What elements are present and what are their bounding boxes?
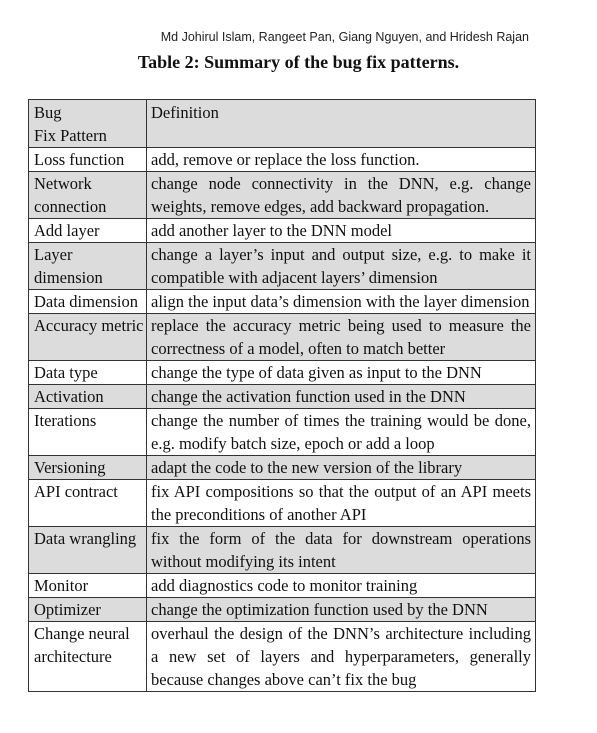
table-row: Data type change the type of data given a… (28, 360, 536, 385)
table-caption: Table 2: Summary of the bug fix patterns… (137, 52, 460, 72)
definition-cell: change node connectivity in the DNN, e.g… (146, 171, 536, 219)
bug-fix-pattern-cell: Data wrangling (28, 526, 147, 574)
header-definition: Definition (146, 99, 536, 148)
table-row: Data dimension align the input data’s dim… (28, 289, 536, 314)
bug-fix-pattern-cell: Optimizer (28, 597, 147, 622)
table-row: Monitor add diagnostics code to monitor t… (28, 573, 536, 598)
header-col1-line1: Bug (34, 103, 62, 122)
definition-cell: change a layer’s input and output size, … (146, 242, 536, 290)
bug-fix-pattern-cell: Loss function (28, 147, 147, 172)
table-row: Change neural architecture overhaul the d… (28, 621, 536, 692)
bug-fix-pattern-cell: Data dimension (28, 289, 147, 314)
bug-fix-pattern-cell: Accuracy metric (28, 313, 147, 361)
bug-fix-pattern-cell: Iterations (28, 408, 147, 456)
definition-cell: change the activation function used in t… (146, 384, 536, 409)
bug-fix-pattern-cell: Data type (28, 360, 147, 385)
bug-fix-pattern-cell: Add layer (28, 218, 147, 243)
table-row: API contract fix API compositions so that… (28, 479, 536, 527)
header-col1-line2: Fix Pattern (34, 126, 107, 145)
bug-fix-pattern-cell: API contract (28, 479, 147, 527)
table-row: Accuracy metric replace the accuracy metr… (28, 313, 536, 361)
bug-fix-pattern-cell: Network connection (28, 171, 147, 219)
bug-fix-pattern-cell: Layer dimension (28, 242, 147, 290)
definition-cell: fix API compositions so that the output … (146, 479, 536, 527)
definition-cell: overhaul the design of the DNN’s archite… (146, 621, 536, 692)
bug-fix-pattern-cell: Versioning (28, 455, 147, 480)
bug-fix-pattern-cell: Monitor (28, 573, 147, 598)
running-header: Md Johirul Islam, Rangeet Pan, Giang Ngu… (160, 30, 529, 44)
table-row: Add layer add another layer to the DNN mo… (28, 218, 536, 243)
definition-cell: replace the accuracy metric being used t… (146, 313, 536, 361)
definition-cell: add diagnostics code to monitor training (146, 573, 536, 598)
table-row: Layer dimension change a layer’s input an… (28, 242, 536, 290)
header-bug-fix-pattern: Bug Fix Pattern (28, 99, 147, 148)
definition-cell: change the optimization function used by… (146, 597, 536, 622)
table-row: Iterations change the number of times the… (28, 408, 536, 456)
definition-cell: align the input data’s dimension with th… (146, 289, 536, 314)
table-header-row: Bug Fix Pattern Definition (28, 99, 536, 148)
definition-cell: change the type of data given as input t… (146, 360, 536, 385)
definition-cell: add another layer to the DNN model (146, 218, 536, 243)
definition-cell: adapt the code to the new version of the… (146, 455, 536, 480)
bug-fix-pattern-cell: Change neural architecture (28, 621, 147, 692)
table-row: Loss function add, remove or replace the … (28, 147, 536, 172)
table-row: Activation change the activation function… (28, 384, 536, 409)
bug-fix-pattern-cell: Activation (28, 384, 147, 409)
definition-cell: add, remove or replace the loss function… (146, 147, 536, 172)
table-row: Versioning adapt the code to the new vers… (28, 455, 536, 480)
definition-cell: change the number of times the training … (146, 408, 536, 456)
table-row: Optimizer change the optimization functio… (28, 597, 536, 622)
table-row: Data wrangling fix the form of the data f… (28, 526, 536, 574)
table-row: Network connection change node connectivi… (28, 171, 536, 219)
bug-fix-patterns-table: Bug Fix Pattern Definition Loss function a… (28, 99, 536, 692)
definition-cell: fix the form of the data for downstream … (146, 526, 536, 574)
